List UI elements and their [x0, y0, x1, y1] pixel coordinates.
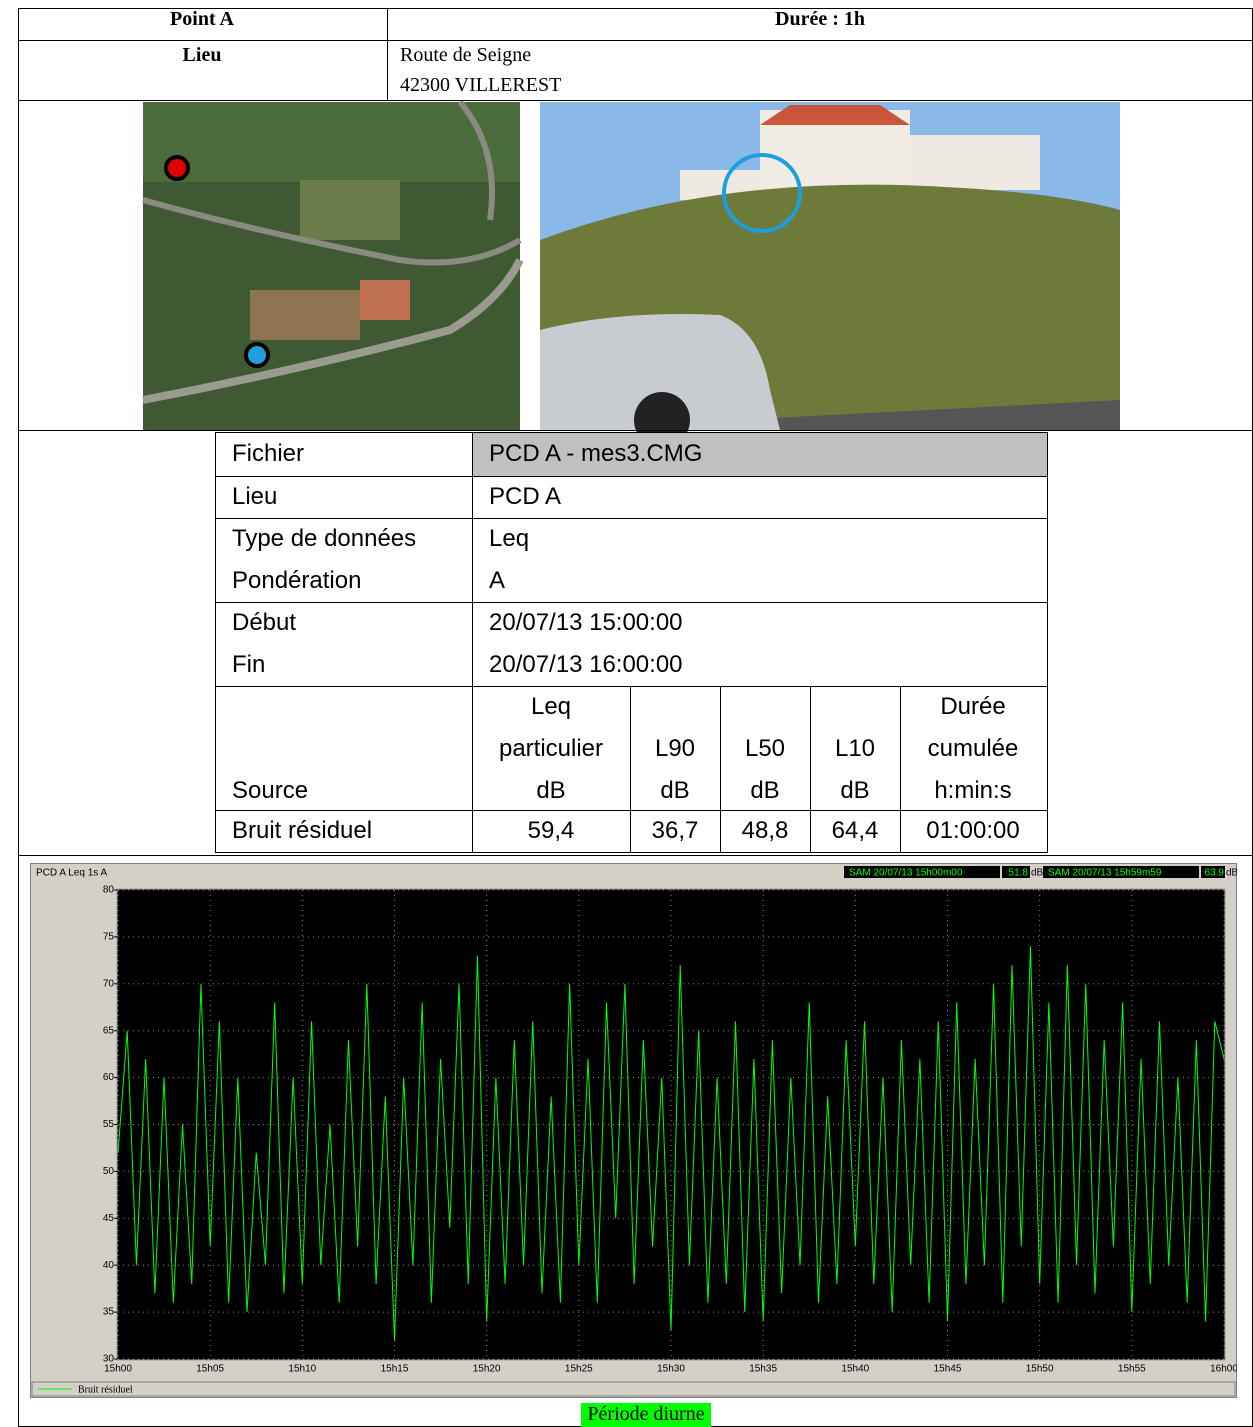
- x-tick-label: 15h45: [934, 1364, 962, 1375]
- x-tick-label: 15h15: [381, 1364, 409, 1375]
- column-header: Source: [232, 777, 309, 804]
- row-value: Leq: [489, 525, 530, 552]
- point-title: Point A: [170, 8, 234, 30]
- row-label: Lieu: [232, 483, 278, 510]
- y-tick-label: 50: [103, 1166, 115, 1177]
- cursor-text: SAM 20/07/13 15h59m59: [1048, 868, 1162, 879]
- photo-image: [540, 102, 1120, 448]
- cursor-unit: dB: [1031, 868, 1044, 879]
- column-header: dB: [660, 777, 690, 804]
- y-tick-label: 60: [103, 1072, 115, 1083]
- row-value: 20/07/13 15:00:00: [489, 609, 683, 636]
- column-header: L10: [834, 735, 876, 762]
- result-value: 59,4: [527, 817, 575, 844]
- column-header: L50: [744, 735, 786, 762]
- y-tick-label: 40: [103, 1260, 115, 1271]
- duree: Durée : 1h: [775, 8, 865, 30]
- chart-label: PCD A Leq 1s A: [36, 868, 107, 879]
- column-header: dB: [536, 777, 566, 804]
- y-tick-label: 30: [103, 1354, 115, 1365]
- address-line: 42300 VILLEREST: [400, 74, 562, 96]
- row-label: Fin: [232, 651, 266, 678]
- row-label: Pondération: [232, 567, 362, 594]
- result-value: 36,7: [651, 817, 699, 844]
- row-value: 20/07/13 16:00:00: [489, 651, 683, 678]
- row-value: PCD A - mes3.CMG: [489, 440, 703, 467]
- column-header: dB: [840, 777, 870, 804]
- y-tick-label: 35: [103, 1307, 115, 1318]
- column-header: Leq: [530, 693, 572, 720]
- file-table-grid: [215, 432, 1048, 853]
- cursor-value: 51.8: [1009, 868, 1029, 879]
- cursor-value: 63.9: [1205, 868, 1225, 879]
- x-tick-label: 15h35: [749, 1364, 777, 1375]
- caption-highlight: [581, 1403, 711, 1427]
- y-tick-label: 45: [103, 1213, 115, 1224]
- header-cell-fill: [472, 432, 1047, 476]
- cursor-text: SAM 20/07/13 15h00m00: [849, 868, 963, 879]
- y-tick-label: 55: [103, 1119, 115, 1130]
- x-tick-label: 15h50: [1026, 1364, 1054, 1375]
- cursor-unit: dB: [1226, 868, 1237, 879]
- x-tick-label: 15h00: [104, 1364, 132, 1375]
- row-value: PCD A: [489, 483, 562, 510]
- result-value: 01:00:00: [926, 817, 1020, 844]
- series-line: [117, 946, 1225, 1341]
- y-tick-label: 75: [103, 932, 115, 943]
- x-tick-label: 15h10: [288, 1364, 316, 1375]
- row-label: Fichier: [232, 440, 305, 467]
- row-value: A: [489, 567, 506, 594]
- lieu-label: Lieu: [182, 44, 222, 66]
- x-tick-label: 15h20: [473, 1364, 501, 1375]
- result-label: Bruit résiduel: [232, 817, 373, 844]
- x-tick-label: 15h55: [1118, 1364, 1146, 1375]
- x-tick-label: 15h40: [841, 1364, 869, 1375]
- chart: PCD A Leq 1s A SAM 20/07/13 15h00m00 51.…: [30, 863, 1237, 1398]
- x-tick-label: 15h30: [657, 1364, 685, 1375]
- result-value: 48,8: [741, 817, 789, 844]
- x-tick-label: 15h25: [565, 1364, 593, 1375]
- result-value: 64,4: [831, 817, 879, 844]
- column-header: dB: [750, 777, 780, 804]
- y-tick-label: 70: [103, 978, 115, 989]
- column-header: L90: [654, 735, 696, 762]
- column-header: cumulée: [927, 735, 1019, 762]
- address-line: Route de Seigne: [400, 44, 532, 66]
- row-label: Type de données: [232, 525, 417, 552]
- column-header: h:min:s: [934, 777, 1012, 804]
- row-label: Début: [232, 609, 297, 636]
- caption: Période diurne: [587, 1403, 705, 1425]
- y-tick-label: 80: [103, 885, 115, 896]
- y-tick-label: 65: [103, 1025, 115, 1036]
- x-tick-label: 16h00: [1210, 1364, 1237, 1375]
- map-image: [142, 100, 524, 430]
- legend-label: Bruit résiduel: [78, 1384, 133, 1395]
- column-header: Durée: [940, 693, 1006, 720]
- column-header: particulier: [498, 735, 604, 762]
- x-tick-label: 15h05: [196, 1364, 224, 1375]
